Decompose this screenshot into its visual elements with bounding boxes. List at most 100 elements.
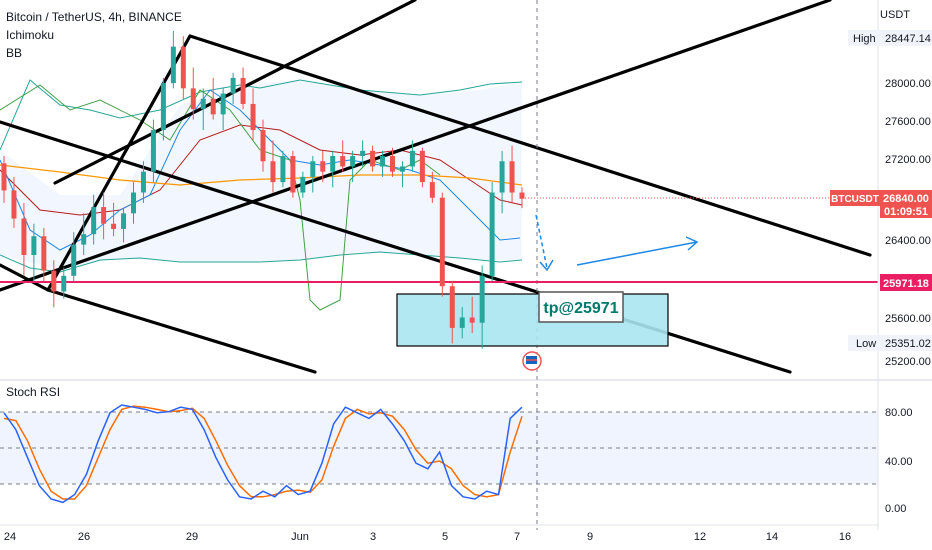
candle — [170, 46, 176, 84]
time-tick: 24 — [4, 531, 16, 543]
candle-countdown: 01:09:51 — [884, 206, 928, 218]
candle — [360, 150, 366, 157]
time-tick: 12 — [694, 531, 706, 543]
candle — [101, 207, 107, 224]
candle — [399, 166, 405, 172]
time-tick: Jun — [291, 531, 309, 543]
time-axis[interactable]: 24 26 29 Jun 3 5 7 9 12 14 16 — [4, 531, 851, 543]
candle — [419, 150, 425, 183]
candle — [449, 286, 455, 328]
price-axis-currency: USDT — [880, 9, 910, 21]
candle — [21, 218, 27, 255]
time-tick: 29 — [186, 531, 198, 543]
candle — [489, 192, 495, 276]
current-price: 26840.00 — [883, 193, 929, 205]
indicator-ichimoku[interactable]: Ichimoku — [6, 28, 54, 42]
candle — [160, 83, 166, 130]
trend-line-mid-rising[interactable] — [0, 0, 832, 292]
high-marker — [848, 30, 932, 46]
low-marker — [848, 335, 932, 351]
time-tick: 9 — [587, 531, 593, 543]
candle — [350, 156, 356, 167]
low-label: Low — [856, 338, 876, 350]
candle — [81, 234, 87, 245]
bb-upper — [0, 79, 523, 151]
rsi-tick: 0.00 — [885, 503, 906, 515]
candle — [270, 161, 276, 183]
candle — [41, 236, 47, 271]
candle — [1, 163, 7, 191]
chart-title: Bitcoin / TetherUS, 4h, BINANCE — [6, 10, 182, 24]
rsi-tick: 80.00 — [885, 407, 913, 419]
target-zone[interactable] — [396, 293, 669, 347]
economic-event-icon[interactable] — [522, 351, 542, 371]
time-tick: 3 — [370, 531, 376, 543]
high-value: 28447.14 — [885, 33, 931, 45]
candle — [250, 103, 256, 130]
tp-label: tp@25971 — [543, 300, 618, 317]
price-tick: 27600.00 — [885, 116, 931, 128]
ichimoku-conversion-line — [0, 89, 521, 251]
candle — [310, 161, 316, 177]
candle — [519, 192, 525, 199]
candle — [240, 77, 246, 104]
trend-line-lower-falling[interactable] — [46, 288, 317, 374]
trend-line-left-bottom[interactable] — [0, 263, 50, 292]
candle — [459, 317, 465, 328]
candle — [210, 98, 216, 115]
price-tick: 25200.00 — [885, 356, 931, 368]
high-label: High — [853, 33, 876, 45]
indicator-bb[interactable]: BB — [6, 46, 22, 60]
low-value: 25351.02 — [885, 338, 931, 350]
candle — [330, 156, 336, 172]
candle — [260, 130, 266, 162]
moving-average — [0, 164, 523, 186]
bb-band-fill — [0, 80, 522, 270]
time-tick: 16 — [839, 531, 851, 543]
candle — [280, 156, 286, 183]
arrow-down — [535, 214, 548, 269]
projection-arrows — [535, 214, 699, 272]
candle — [439, 197, 445, 287]
level-tag — [880, 274, 932, 291]
candle — [469, 317, 475, 323]
rsi-title: Stoch RSI — [6, 385, 60, 399]
candle — [509, 161, 515, 193]
candle — [340, 156, 346, 167]
candle — [61, 275, 67, 292]
candle — [91, 207, 97, 235]
trend-lines[interactable] — [0, 0, 872, 374]
candle — [121, 213, 127, 229]
current-price-tag — [880, 190, 932, 218]
candle — [11, 190, 17, 219]
trend-line-upper-falling[interactable] — [188, 34, 872, 257]
candle — [499, 161, 505, 193]
time-tick: 14 — [766, 531, 778, 543]
time-tick: 26 — [78, 531, 90, 543]
candle — [230, 77, 236, 94]
candle — [220, 93, 226, 115]
tp-callout[interactable]: tp@25971 — [538, 291, 624, 323]
candle — [31, 236, 37, 255]
stoch-rsi-d-line — [3, 405, 523, 500]
arrow-up — [576, 241, 698, 266]
candle — [150, 130, 156, 172]
candle — [71, 244, 77, 276]
candle — [479, 275, 485, 323]
rsi-tick: 40.00 — [885, 456, 913, 468]
price-tick: 25600.00 — [885, 313, 931, 325]
candle — [111, 223, 117, 229]
candle — [200, 98, 206, 110]
candle — [320, 161, 326, 172]
level-value: 25971.18 — [883, 278, 929, 290]
time-tick: 5 — [442, 531, 448, 543]
price-tick: 27200.00 — [885, 154, 931, 166]
price-tick: 28000.00 — [885, 78, 931, 90]
candle — [131, 192, 136, 214]
time-tick: 7 — [514, 531, 520, 543]
candle — [190, 88, 196, 110]
price-tick: 26400.00 — [885, 235, 931, 247]
candle — [180, 46, 186, 89]
candle — [51, 270, 57, 292]
